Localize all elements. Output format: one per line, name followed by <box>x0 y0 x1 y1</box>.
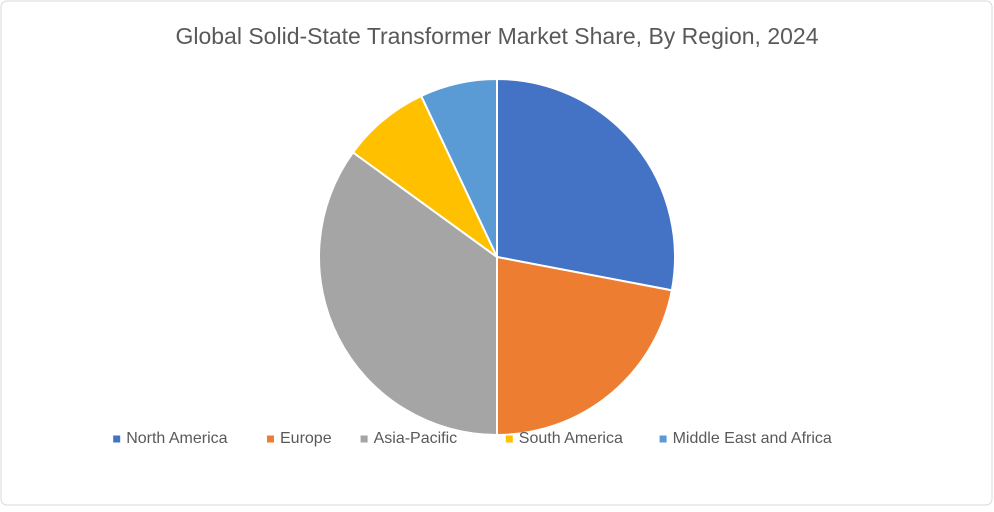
legend-label: South America <box>519 430 623 447</box>
legend-label: Asia-Pacific <box>374 430 458 447</box>
legend-swatch <box>360 435 368 443</box>
legend-label: North America <box>126 430 227 447</box>
pie-slice <box>419 77 498 258</box>
legend-swatch <box>505 435 513 443</box>
pie-slice <box>496 255 674 437</box>
legend-label: Middle East and Africa <box>673 430 832 447</box>
pie-slice <box>496 77 676 292</box>
chart-title: Global Solid-State Transformer Market Sh… <box>175 23 818 49</box>
pie-slice <box>351 94 498 258</box>
legend-swatch <box>267 435 274 443</box>
legend-swatch <box>113 435 121 443</box>
legend-label: Europe <box>280 430 332 447</box>
pie <box>318 77 676 437</box>
legend: North America Europe Asia-Pacific South Ame… <box>113 430 832 447</box>
pie-slice <box>318 150 498 437</box>
legend-swatch <box>659 435 667 443</box>
